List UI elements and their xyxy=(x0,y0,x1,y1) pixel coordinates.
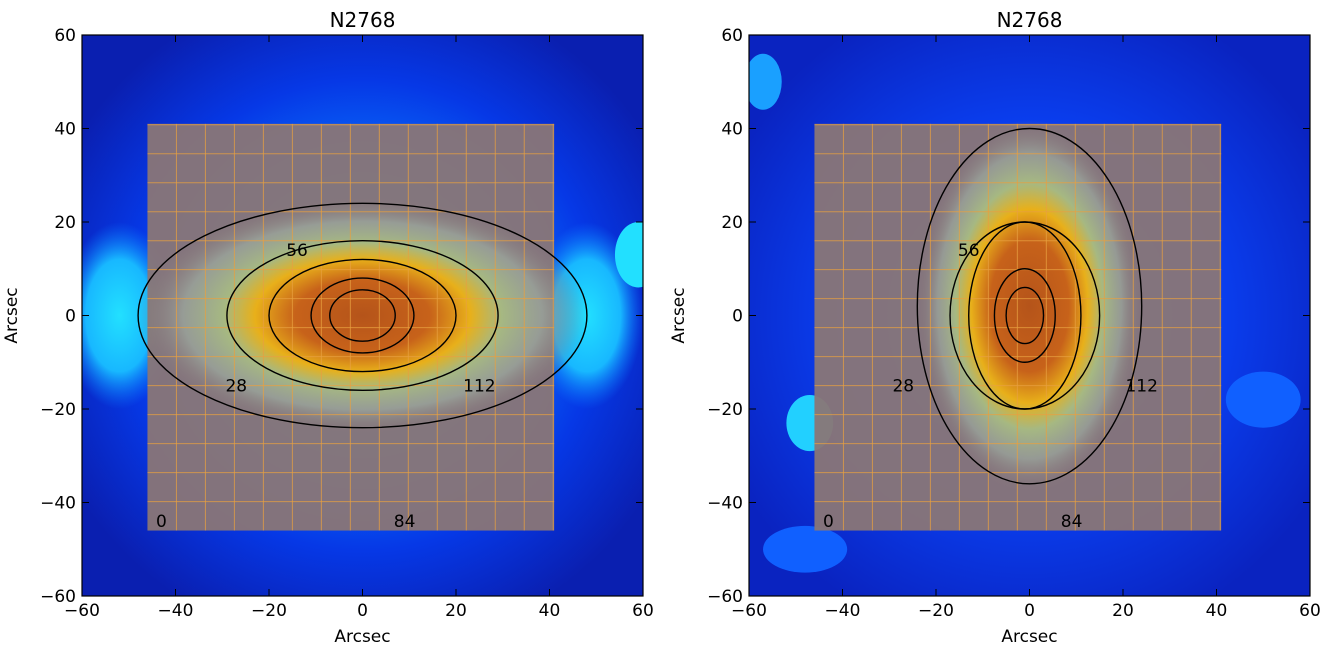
y-tick-label: −60 xyxy=(40,587,76,607)
galaxy-emission xyxy=(917,119,1142,493)
y-tick-label: −40 xyxy=(707,494,743,514)
galaxy-emission xyxy=(138,197,587,434)
x-tick-label: 0 xyxy=(1024,601,1035,621)
contour-label: 56 xyxy=(286,241,308,261)
contour-label: 112 xyxy=(1125,377,1157,397)
chart-title: N2768 xyxy=(330,8,396,32)
contour-line xyxy=(329,289,396,342)
y-tick-label: 0 xyxy=(65,307,76,327)
plot-area xyxy=(82,35,643,596)
x-tick-label: 40 xyxy=(539,601,561,621)
x-tick-label: 60 xyxy=(632,601,654,621)
x-tick-label: 60 xyxy=(1299,601,1321,621)
y-axis-label: Arcsec xyxy=(669,287,689,343)
y-tick-label: −40 xyxy=(40,494,76,514)
y-axis-label: Arcsec xyxy=(2,287,22,343)
y-tick-label: 20 xyxy=(721,213,743,233)
x-tick-label: 20 xyxy=(445,601,467,621)
contour-line xyxy=(968,221,1082,410)
x-tick-label: −40 xyxy=(158,601,194,621)
contour-label: 84 xyxy=(1061,512,1083,532)
emission-blob xyxy=(614,222,643,288)
y-tick-label: −60 xyxy=(707,587,743,607)
contour-label: 0 xyxy=(156,512,167,532)
contour-line xyxy=(993,268,1056,363)
y-tick-label: 40 xyxy=(721,120,743,140)
contour-line xyxy=(226,239,499,392)
contour-line xyxy=(268,258,457,373)
right-panel: 56 28 112 0 84 −60 −40 −20 0 20 40 60 −60 −40 −20 0 20 40… xyxy=(669,8,1321,647)
contour-label: 28 xyxy=(225,377,247,397)
x-tick-label: 40 xyxy=(1206,601,1228,621)
emission-blob xyxy=(1225,371,1301,428)
left-panel: 56 28 112 0 84 −60 −40 −20 0 20 40 60 −60 −40 −20 0 20 40… xyxy=(2,8,654,647)
x-axis-label: Arcsec xyxy=(1001,627,1057,647)
contour-label: 28 xyxy=(892,377,914,397)
contour-line xyxy=(916,127,1143,485)
chart-title: N2768 xyxy=(997,8,1063,32)
contour-line xyxy=(137,202,588,429)
y-tick-label: −20 xyxy=(707,400,743,420)
y-tick-label: 20 xyxy=(54,213,76,233)
x-tick-label: −20 xyxy=(918,601,954,621)
contour-label: 56 xyxy=(958,241,980,261)
y-tick-label: −20 xyxy=(40,400,76,420)
contour-line xyxy=(310,277,415,354)
y-tick-label: 60 xyxy=(54,26,76,46)
emission-blob xyxy=(763,525,848,573)
x-axis-label: Arcsec xyxy=(334,627,390,647)
x-tick-label: −60 xyxy=(64,601,100,621)
x-tick-label: −20 xyxy=(251,601,287,621)
contour-line xyxy=(1005,286,1045,345)
plot-area xyxy=(749,35,1310,596)
x-tick-label: −60 xyxy=(731,601,767,621)
x-tick-label: 0 xyxy=(357,601,368,621)
contour-label: 84 xyxy=(394,512,416,532)
emission-blob xyxy=(749,53,782,110)
y-tick-label: 60 xyxy=(721,26,743,46)
contour-label: 0 xyxy=(823,512,834,532)
y-tick-label: 40 xyxy=(54,120,76,140)
x-tick-label: −40 xyxy=(825,601,861,621)
x-tick-label: 20 xyxy=(1112,601,1134,621)
contour-label: 112 xyxy=(463,377,495,397)
y-tick-label: 0 xyxy=(732,307,743,327)
